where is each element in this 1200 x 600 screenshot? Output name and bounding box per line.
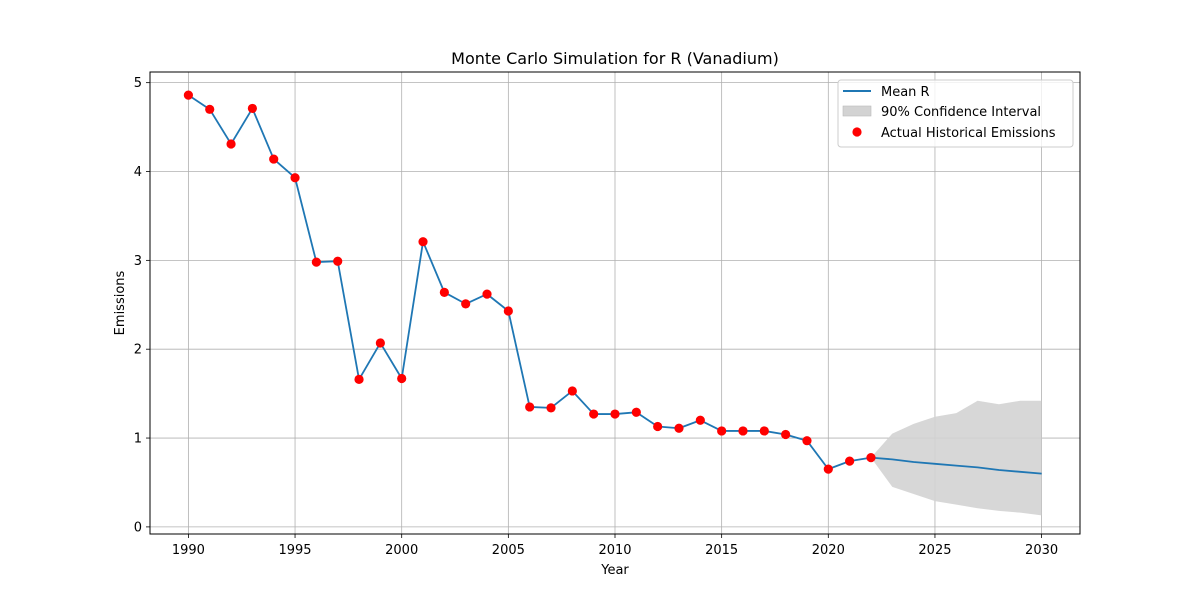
legend-historical-label: Actual Historical Emissions xyxy=(881,126,1056,141)
historical-point xyxy=(503,306,513,316)
historical-point xyxy=(482,289,492,299)
x-axis-label: Year xyxy=(600,563,629,578)
y-tick-label: 3 xyxy=(134,254,142,269)
historical-point xyxy=(226,139,236,149)
historical-point xyxy=(802,436,812,446)
historical-point xyxy=(269,154,279,164)
x-tick-label: 1995 xyxy=(278,543,311,558)
x-tick-label: 2020 xyxy=(812,543,845,558)
historical-point xyxy=(397,373,407,384)
historical-point xyxy=(333,256,343,266)
historical-point xyxy=(354,374,364,385)
historical-point xyxy=(631,407,641,417)
historical-point xyxy=(205,104,215,114)
historical-point xyxy=(439,287,449,297)
legend-historical-swatch xyxy=(852,127,862,137)
historical-point xyxy=(866,452,876,463)
y-tick-label: 4 xyxy=(134,165,142,180)
historical-point xyxy=(311,257,321,267)
historical-point xyxy=(610,409,620,419)
historical-point xyxy=(738,426,748,436)
historical-point xyxy=(290,173,300,183)
y-tick-label: 1 xyxy=(134,432,142,447)
legend-ci-swatch xyxy=(842,105,872,117)
x-tick-label: 2015 xyxy=(705,543,738,558)
historical-point xyxy=(375,338,385,348)
historical-point xyxy=(418,237,428,247)
x-tick-label: 1990 xyxy=(172,543,205,558)
confidence-interval-band xyxy=(870,400,1042,516)
historical-series xyxy=(183,90,876,474)
legend-ci-label: 90% Confidence Interval xyxy=(881,105,1041,120)
historical-point xyxy=(567,386,577,396)
legend-box xyxy=(837,79,1074,148)
legend-mean-label: Mean R xyxy=(881,85,930,100)
historical-point xyxy=(546,403,556,413)
historical-point xyxy=(653,421,663,432)
x-tick-label: 2030 xyxy=(1025,543,1058,558)
x-axis: 1990 1995 2000 2005 2010 2015 2020 2025 2030 xyxy=(172,534,1058,558)
x-tick-label: 2025 xyxy=(918,543,951,558)
historical-point xyxy=(781,429,791,440)
x-tick-label: 2005 xyxy=(492,543,525,558)
historical-point xyxy=(759,426,769,436)
y-axis: 0 1 2 3 4 5 xyxy=(134,76,150,535)
historical-point xyxy=(247,103,257,114)
historical-point xyxy=(845,456,855,466)
chart-title: Monte Carlo Simulation for R (Vanadium) xyxy=(451,49,779,68)
legend: Mean R 90% Confidence Interval Actual Hi… xyxy=(837,79,1074,148)
historical-point xyxy=(589,409,599,419)
confidence-interval-area xyxy=(870,400,1042,516)
x-tick-label: 2000 xyxy=(385,543,418,558)
y-tick-label: 0 xyxy=(134,520,142,535)
y-tick-label: 2 xyxy=(134,343,142,358)
historical-point xyxy=(183,90,193,100)
historical-point xyxy=(717,426,727,436)
historical-point xyxy=(695,415,705,425)
y-axis-label: Emissions xyxy=(113,270,128,335)
y-tick-label: 5 xyxy=(134,76,142,91)
historical-point xyxy=(525,402,535,412)
x-tick-label: 2010 xyxy=(598,543,631,558)
historical-point xyxy=(823,464,833,474)
historical-point xyxy=(461,299,471,309)
historical-point xyxy=(674,423,684,433)
